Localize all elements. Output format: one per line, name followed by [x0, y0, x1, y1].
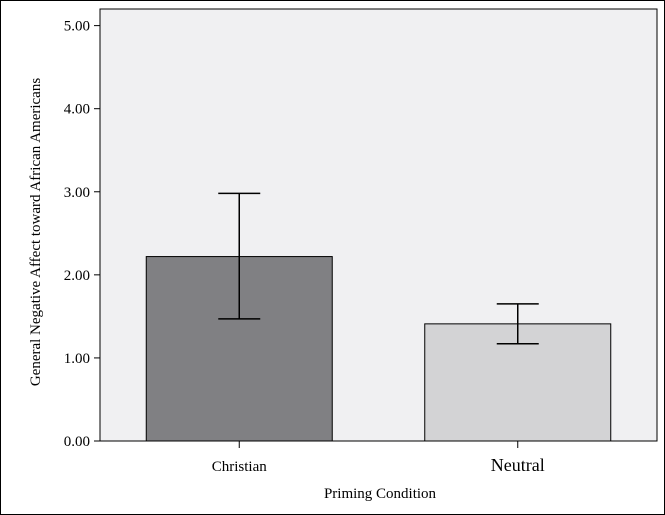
bar-neutral [424, 323, 612, 442]
x-tick-label-christian: Christian [212, 459, 267, 475]
bars [145, 256, 612, 442]
x-axis-label: Priming Condition [324, 486, 437, 502]
y-tick-label-4: 4.00 [64, 102, 90, 118]
x-axis: Christian Neutral [212, 441, 545, 475]
error-bars [218, 192, 539, 345]
y-tick-label-3: 3.00 [64, 185, 90, 201]
x-tick-label-neutral: Neutral [491, 455, 545, 475]
y-axis: 0.00 1.00 2.00 3.00 4.00 5.00 [64, 19, 100, 450]
y-tick-label-2: 2.00 [64, 268, 90, 284]
error-bar-christian [218, 192, 261, 320]
y-axis-label: General Negative Affect toward African A… [28, 78, 44, 387]
y-tick-label-0: 0.00 [64, 434, 90, 450]
error-bar-neutral [496, 303, 539, 345]
y-tick-label-1: 1.00 [64, 351, 90, 367]
y-tick-label-5: 5.00 [64, 19, 90, 35]
